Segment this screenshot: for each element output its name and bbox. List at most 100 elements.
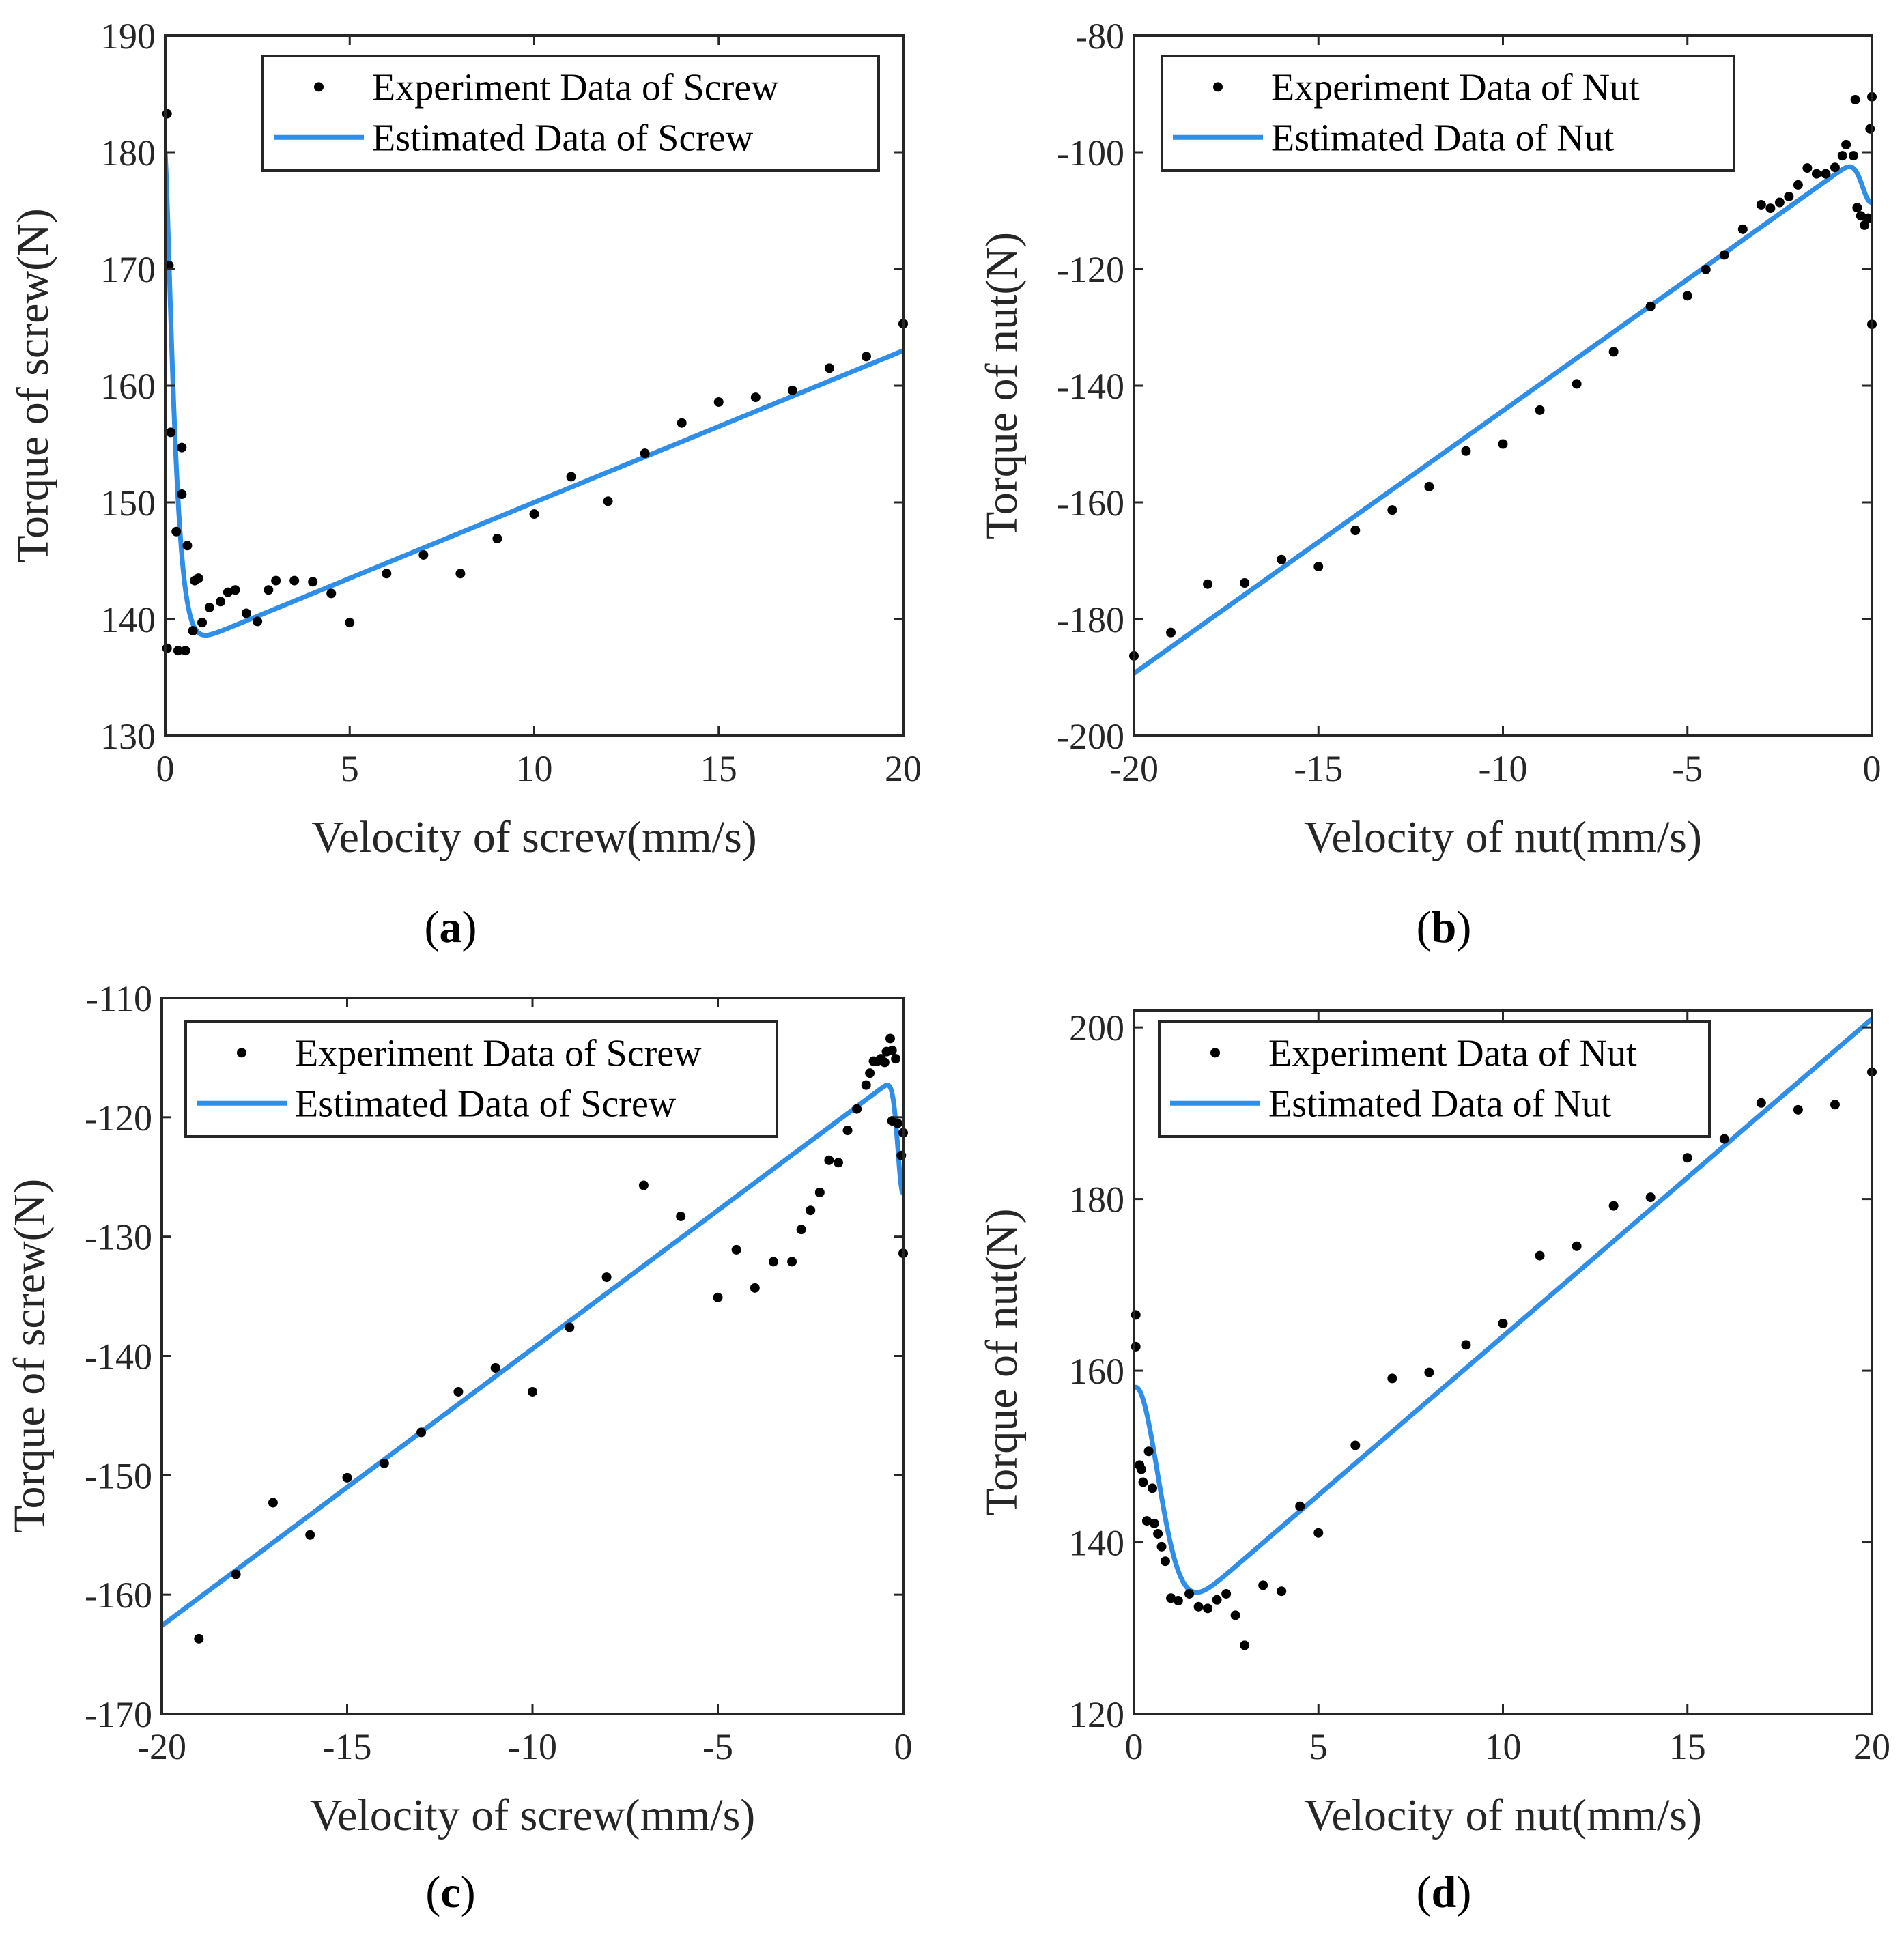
y-tick-label: 130 [100,716,156,757]
y-tick-label: 120 [1069,1694,1124,1735]
experiment-point [173,646,183,656]
experiment-point [1424,481,1434,491]
experiment-point [713,1292,723,1302]
experiment-point [1350,1440,1361,1450]
y-tick-label: -140 [1057,366,1124,407]
x-axis-label: Velocity of nut(mm/s) [1304,1790,1702,1840]
experiment-point [861,352,871,362]
legend-label-estimated: Estimated Data of Nut [1268,1083,1612,1125]
y-tick-label: -160 [1057,483,1124,524]
x-tick-label: 0 [894,1726,913,1767]
experiment-point [326,588,337,599]
experiment-point [241,608,251,618]
experiment-point [887,1045,897,1055]
experiment-point [1765,203,1776,214]
experiment-point [891,1054,901,1064]
experiment-point [885,1033,895,1044]
y-tick-label: 190 [100,16,156,57]
experiment-point [750,1283,760,1293]
experiment-point [892,1118,903,1128]
y-tick-label: 140 [1069,1523,1124,1564]
x-tick-label: -10 [508,1726,557,1767]
experiment-point [528,1386,537,1397]
panel-b: -20 -15 -10 -5 0 -200 -180 -160 -140 -120 -100 -80 V… [977,16,1881,952]
experiment-point [1295,1501,1305,1511]
experiment-point [1682,1153,1692,1163]
experiment-point [289,575,300,586]
legend: Experiment Data of Screw Estimated Data o… [184,1020,778,1138]
experiment-point [1138,1477,1148,1487]
experiment-point [342,1472,352,1483]
experiment-point [1461,1340,1471,1350]
y-tick-label: -200 [1057,716,1124,757]
x-tick-label: 0 [1863,748,1881,789]
experiment-point [231,1569,241,1579]
y-tick-label: 170 [100,249,156,290]
experiment-point [1166,627,1176,638]
experiment-point [1774,197,1785,208]
x-tick-label: 15 [700,748,737,789]
experiment-point [1498,439,1508,449]
y-tick-label: -130 [85,1217,152,1258]
x-axis-label: Velocity of screw(mm/s) [311,812,757,862]
experiment-point [1221,1588,1232,1599]
experiment-point [1212,1595,1222,1605]
experiment-point [879,1057,890,1068]
experiment-point [861,1080,871,1090]
experiment-point [177,442,187,453]
experiment-point [865,1068,875,1078]
experiment-point [787,385,797,395]
legend-marker-experiment [237,1048,246,1058]
experiment-point [1230,1610,1240,1620]
legend-label-experiment: Experiment Data of Screw [372,66,779,109]
experiment-point [768,1257,778,1267]
panel-caption: (c) [425,1868,475,1917]
experiment-point [416,1427,427,1438]
experiment-point [1811,169,1821,179]
x-tick-label: -5 [702,1726,733,1767]
experiment-point [453,1386,464,1397]
y-axis-label: Torque of nut(N) [977,232,1027,539]
experiment-point [1821,169,1831,179]
experiment-point [1852,203,1862,213]
legend-box [261,55,880,172]
legend-box [184,1020,778,1138]
x-tick-label: 10 [1485,1726,1522,1767]
experiment-point [1173,1596,1183,1606]
x-tick-label: 20 [885,748,922,789]
experiment-point [1156,1541,1167,1552]
experiment-point [529,509,539,519]
legend-marker-experiment [1213,82,1223,92]
experiment-point [1424,1367,1434,1377]
experiment-point [1166,1593,1176,1603]
experiment-point [253,616,263,627]
experiment-point [455,569,466,579]
x-tick-label: 15 [1669,1726,1706,1767]
experiment-point [180,646,190,656]
experiment-point [1535,1250,1545,1261]
y-tick-label: 180 [100,132,156,173]
y-tick-label: -80 [1075,16,1124,57]
experiment-point [230,585,240,595]
y-tick-label: -110 [86,978,152,1019]
experiment-point [1841,139,1851,149]
experiment-point [1350,526,1361,536]
experiment-point [833,1158,843,1168]
x-tick-label: -15 [1294,748,1343,789]
y-tick-label: 140 [100,599,156,640]
experiment-point [171,526,182,537]
y-tick-label: 160 [1069,1351,1124,1392]
x-tick-label: -15 [323,1726,372,1767]
experiment-point [750,392,761,403]
experiment-point [1793,180,1803,190]
experiment-point [1719,1134,1729,1144]
x-tick-label: 5 [341,748,359,789]
experiment-point [308,577,318,587]
experiment-point [713,397,724,407]
experiment-point [896,1150,907,1160]
experiment-point [1258,1580,1268,1590]
experiment-point [1131,1310,1141,1320]
experiment-point [1645,1192,1656,1203]
experiment-point [1193,1601,1204,1612]
experiment-point [806,1205,816,1216]
